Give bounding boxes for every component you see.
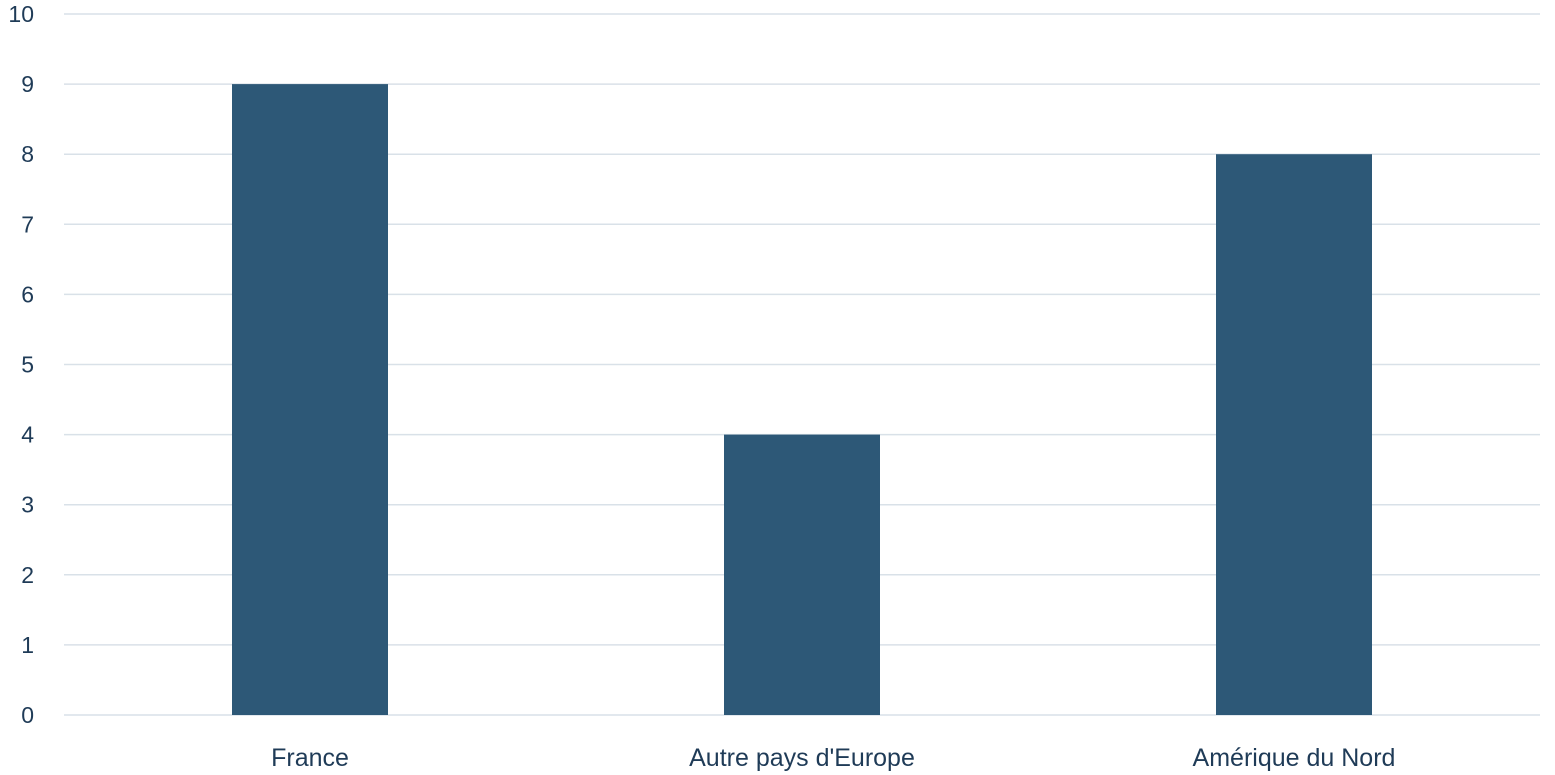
x-category-label: Amérique du Nord <box>1193 744 1396 772</box>
y-tick-label: 3 <box>21 492 34 518</box>
y-tick-label: 5 <box>21 352 34 378</box>
x-axis-category-labels: France Autre pays d'Europe Amérique du Nor… <box>271 744 1395 772</box>
y-tick-label: 0 <box>21 702 34 728</box>
bar-autre-pays-d-europe <box>724 434 880 715</box>
y-tick-label: 1 <box>21 632 34 658</box>
y-tick-label: 10 <box>8 1 34 27</box>
bar-layer <box>232 84 1372 716</box>
y-tick-label: 4 <box>21 422 34 448</box>
y-tick-label: 8 <box>21 141 34 167</box>
bar-france <box>232 84 388 716</box>
y-axis-tick-labels: 0 1 2 3 4 5 6 7 8 9 10 <box>8 1 34 728</box>
y-tick-label: 7 <box>21 211 34 237</box>
y-tick-label: 2 <box>21 562 34 588</box>
y-tick-label: 9 <box>21 71 34 97</box>
x-category-label: Autre pays d'Europe <box>689 744 915 772</box>
bar-am-rique-du-nord <box>1216 154 1372 715</box>
x-category-label: France <box>271 744 349 772</box>
y-tick-label: 6 <box>21 281 34 307</box>
